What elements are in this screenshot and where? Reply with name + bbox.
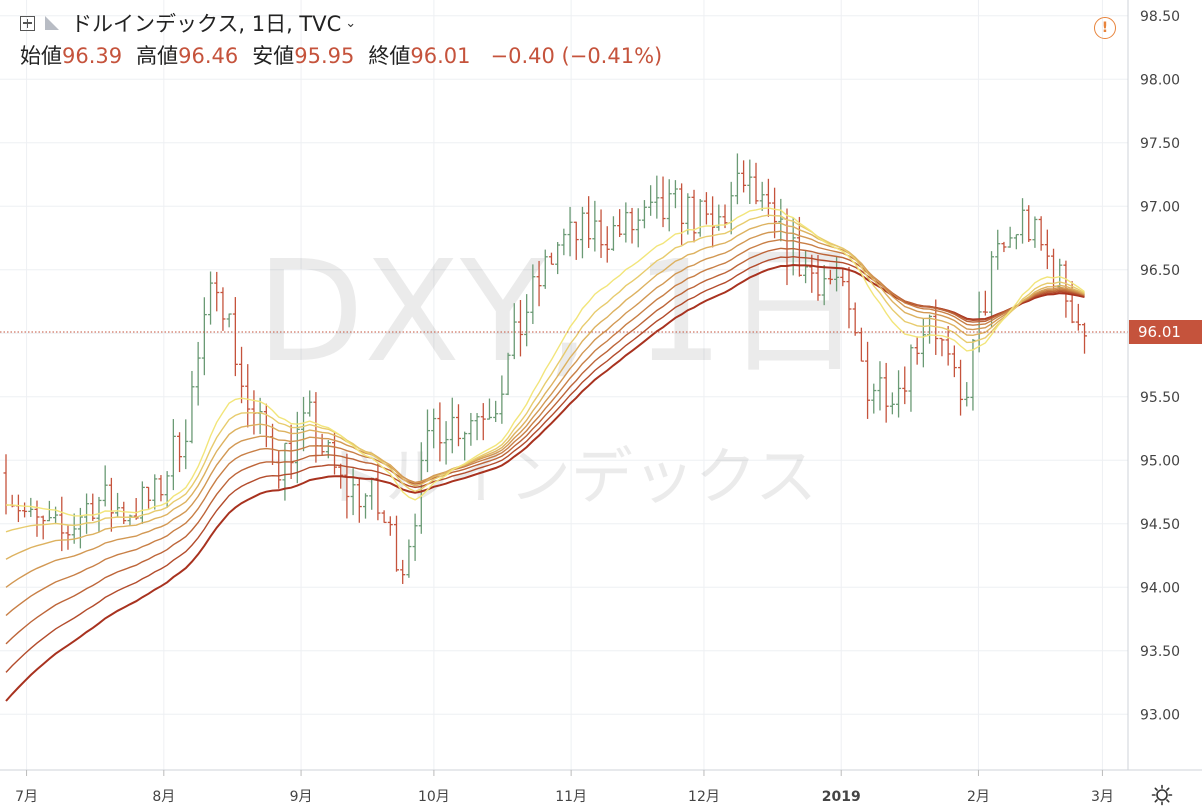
low-label: 安値 <box>252 44 295 68</box>
x-tick-label: 11月 <box>555 789 587 805</box>
x-axis: 7月 8月 9月 10月 11月 12月 2019 2月 3月 <box>15 770 1114 805</box>
settings-gear-icon[interactable] <box>1151 784 1173 806</box>
high-label: 高値 <box>136 44 179 68</box>
ohlc-values: 始値 96.39 高値 96.46 安値 95.95 終値 96.01 −0.4… <box>20 40 662 70</box>
y-axis: 98.5098.0097.5097.0096.5096.0095.5095.00… <box>1140 9 1180 724</box>
y-tick-label: 93.00 <box>1140 707 1180 723</box>
open-label: 始値 <box>20 44 62 68</box>
alert-icon[interactable]: ! <box>1094 17 1116 39</box>
y-tick-label: 95.50 <box>1140 390 1180 406</box>
y-tick-label: 93.50 <box>1140 644 1180 660</box>
y-tick-label: 95.00 <box>1140 453 1180 469</box>
ma-line <box>5 238 1085 617</box>
ma-line <box>5 230 1085 588</box>
x-tick-label: 2019 <box>822 789 861 805</box>
close-value: 96.01 <box>410 44 471 68</box>
ma-line <box>5 263 1085 702</box>
x-tick-label: 2月 <box>967 789 990 805</box>
y-tick-label: 98.50 <box>1140 9 1180 25</box>
y-tick-label: 97.50 <box>1140 136 1180 152</box>
high-value: 96.46 <box>178 44 239 68</box>
grid <box>0 0 1128 770</box>
open-value: 96.39 <box>62 44 123 68</box>
watermark-symbol: DXY, 1日 <box>256 231 863 394</box>
x-tick-label: 8月 <box>152 789 175 805</box>
x-tick-label: 12月 <box>688 789 720 805</box>
watermark-name: ドルインデックス <box>323 440 817 513</box>
y-tick-label: 98.00 <box>1140 72 1180 88</box>
y-tick-label: 97.00 <box>1140 199 1180 215</box>
x-tick-label: 3月 <box>1091 789 1114 805</box>
symbol-title-row[interactable]: ドルインデックス, 1日, TVC ⌄ <box>20 8 662 38</box>
x-tick-label: 9月 <box>290 789 313 805</box>
ma-line <box>5 207 1085 517</box>
ma-line <box>5 222 1085 560</box>
ma-line <box>5 247 1085 645</box>
last-price-value: 96.01 <box>1138 323 1181 341</box>
flag-icon[interactable] <box>45 16 59 30</box>
ma-line <box>5 214 1085 533</box>
y-tick-label: 94.50 <box>1140 517 1180 533</box>
expand-icon[interactable] <box>20 15 35 31</box>
x-tick-label: 7月 <box>15 789 38 805</box>
legend-header: ドルインデックス, 1日, TVC ⌄ 始値 96.39 高値 96.46 安値… <box>20 8 662 70</box>
change-value: −0.40 (−0.41%) <box>490 44 663 68</box>
last-price-badge-bg <box>1129 320 1202 344</box>
ma-ribbon <box>5 207 1085 702</box>
symbol-title[interactable]: ドルインデックス, 1日, TVC <box>71 12 342 36</box>
x-tick-label: 10月 <box>418 789 450 805</box>
y-tick-label: 94.00 <box>1140 580 1180 596</box>
close-label: 終値 <box>368 44 411 68</box>
last-price-badge: 96.01 <box>1129 320 1202 344</box>
y-tick-label: 96.50 <box>1140 263 1180 279</box>
chevron-down-icon[interactable]: ⌄ <box>345 15 357 31</box>
low-value: 95.95 <box>294 44 355 68</box>
ohlc-bars <box>3 153 1088 584</box>
